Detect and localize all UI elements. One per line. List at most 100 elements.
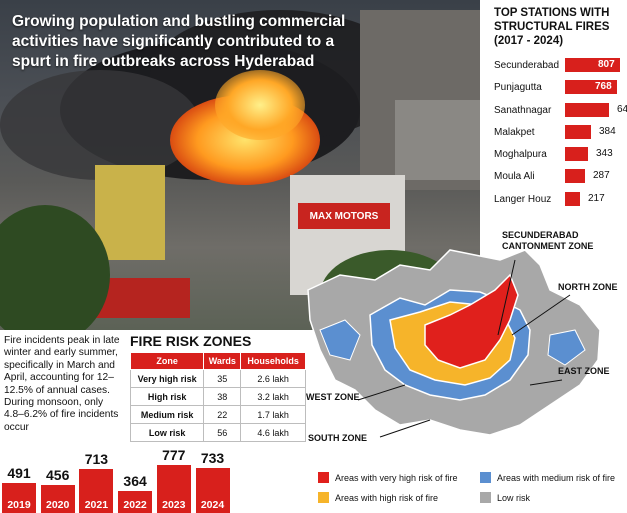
fire-risk-zones: FIRE RISK ZONES Zone Wards Households Very… — [129, 333, 306, 442]
year-value: 713 — [84, 451, 109, 467]
zone-map: SECUNDERABAD CANTONMENT ZONE NORTH ZONE … — [300, 220, 627, 462]
yearly-fire-chart: 491 2019 456 2020 713 2021 364 2022 777 2023 733 20… — [0, 447, 260, 513]
station-row: Moula Ali 287 — [486, 167, 627, 189]
year-value: 491 — [7, 465, 31, 481]
station-row: Sanathnagar 649 — [486, 101, 627, 123]
year-bar — [195, 468, 230, 513]
label-south-zone: SOUTH ZONE — [308, 433, 368, 443]
table-cell: 38 — [203, 387, 242, 406]
station-value: 649 — [617, 103, 627, 115]
pointer-line — [357, 384, 406, 401]
year-label: 2019 — [7, 499, 31, 511]
year-value: 364 — [123, 473, 147, 489]
table-row: Very high risk 35 2.6 lakh — [129, 369, 306, 388]
top-stations-chart: TOP STATIONS WITH STRUCTURAL FIRES (2017… — [486, 0, 627, 215]
station-bar — [565, 102, 609, 117]
map-legend: Areas with very high risk of fire Areas … — [312, 470, 627, 510]
legend-label: Low risk — [497, 492, 531, 503]
tree — [0, 205, 110, 330]
legend-medium: Areas with medium risk of fire — [480, 472, 615, 483]
station-name: Langer Houz — [494, 193, 552, 205]
year-label: 2023 — [162, 499, 186, 511]
station-row: Punjagutta 768 — [486, 78, 627, 100]
table-cell: 22 — [203, 405, 242, 424]
table-cell: Low risk — [129, 423, 205, 442]
table-cell: 2.6 lakh — [240, 369, 306, 388]
smoke-cloud — [0, 70, 200, 180]
building — [95, 165, 165, 260]
year-label: 2024 — [200, 499, 225, 511]
year-bar — [156, 465, 191, 513]
table-header: Zone — [129, 352, 205, 370]
table-header: Wards — [203, 352, 242, 370]
max-motors-sign: MAX MOTORS — [298, 203, 390, 229]
station-row: Secunderabad 807 — [486, 56, 627, 78]
map-medium-risk-region — [547, 329, 586, 366]
station-bar — [565, 191, 580, 206]
table-cell: High risk — [129, 387, 205, 406]
station-name: Secunderabad — [494, 60, 560, 71]
table-cell: 35 — [203, 369, 242, 388]
station-name: Malakpet — [494, 126, 535, 138]
station-value: 384 — [599, 125, 616, 137]
station-row: Malakpet 384 — [486, 123, 627, 145]
station-row: Moghalpura 343 — [486, 145, 627, 167]
fire-photo: MAX MOTORS Growing population and bustli… — [0, 0, 480, 330]
pointer-line — [379, 419, 431, 438]
pointer-line — [529, 379, 563, 386]
year-value: 733 — [200, 450, 225, 466]
station-bar — [565, 147, 588, 162]
hyderabad-zone-map — [307, 249, 601, 438]
table-cell: 1.7 lakh — [240, 405, 306, 424]
building — [395, 100, 480, 180]
station-value: 217 — [588, 192, 605, 204]
fire-risk-zones-table: Zone Wards Households Very high risk 35 2.6 … — [129, 352, 306, 442]
station-row: Langer Houz 217 — [486, 190, 627, 212]
year-bar — [40, 485, 75, 513]
legend-swatch-very-high — [318, 472, 329, 483]
year-value: 456 — [46, 467, 70, 483]
legend-swatch-medium — [480, 472, 491, 483]
legend-high: Areas with high risk of fire — [318, 492, 438, 503]
table-cell: 4.6 lakh — [240, 423, 306, 442]
table-header: Households — [240, 352, 306, 370]
station-name: Sanathnagar — [494, 104, 552, 116]
year-bar — [79, 469, 114, 513]
legend-swatch-high — [318, 492, 329, 503]
map-very-high-risk-region — [424, 273, 519, 369]
label-secunderabad-cantonment-zone: SECUNDERABAD CANTONMENT ZONE — [502, 230, 594, 251]
legend-label: Areas with medium risk of fire — [497, 472, 616, 483]
legend-low: Low risk — [480, 492, 530, 503]
station-bar — [565, 124, 591, 139]
map-medium-risk-region — [319, 319, 361, 361]
legend-very-high: Areas with very high risk of fire — [318, 472, 458, 483]
station-value: 343 — [596, 148, 613, 160]
legend-swatch-low — [480, 492, 491, 503]
station-value: 807 — [598, 59, 615, 70]
table-row: Medium risk 22 1.7 lakh — [129, 405, 306, 424]
year-bar — [118, 491, 153, 513]
station-bar — [565, 80, 617, 95]
table-cell: 3.2 lakh — [240, 387, 306, 406]
fire-incidents-text: Fire incidents peak in late winter and e… — [4, 335, 120, 433]
pointer-line — [497, 259, 516, 336]
fire-risk-zones-title: FIRE RISK ZONES — [130, 333, 252, 349]
label-east-zone: EAST ZONE — [558, 366, 610, 376]
year-label: 2022 — [123, 499, 147, 511]
year-value: 777 — [162, 447, 186, 463]
table-cell: Very high risk — [129, 369, 205, 388]
table-cell: Medium risk — [129, 405, 205, 424]
legend-label: Areas with high risk of fire — [335, 492, 439, 503]
pointer-line — [511, 294, 571, 336]
year-label: 2021 — [84, 499, 109, 511]
station-name: Moghalpura — [494, 149, 547, 161]
table-row: High risk 38 3.2 lakh — [129, 387, 306, 406]
fire-flames — [215, 70, 305, 140]
label-north-zone: NORTH ZONE — [558, 282, 618, 292]
station-bar — [565, 169, 585, 184]
station-value: 287 — [593, 170, 610, 182]
year-label: 2020 — [46, 499, 70, 511]
legend-label: Areas with very high risk of fire — [335, 472, 458, 483]
label-west-zone: WEST ZONE — [306, 392, 360, 402]
station-value: 768 — [595, 81, 612, 93]
